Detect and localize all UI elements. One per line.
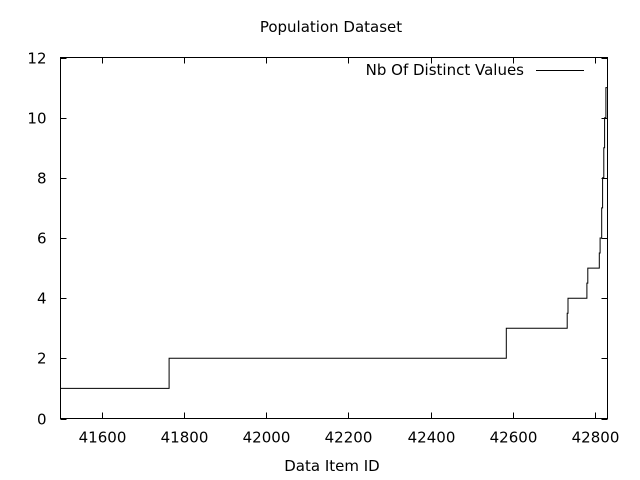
chart-title: Population Dataset [260, 18, 402, 36]
plot-frame [60, 57, 608, 419]
x-tick-label: 41800 [161, 429, 209, 447]
y-tick-label: 10 [27, 110, 46, 128]
x-tick-label: 42800 [572, 429, 620, 447]
y-tick-label: 0 [37, 411, 47, 429]
x-tick-label: 42000 [243, 429, 291, 447]
legend: Nb Of Distinct Values [366, 61, 584, 79]
y-tick-label: 12 [27, 50, 46, 68]
y-tick-label: 6 [37, 230, 47, 248]
legend-label: Nb Of Distinct Values [366, 61, 525, 79]
x-axis-label: Data Item ID [284, 457, 379, 475]
x-tick-label: 42600 [490, 429, 538, 447]
y-tick-label: 8 [37, 170, 47, 188]
y-tick-label: 2 [37, 350, 47, 368]
x-tick-label: 42400 [408, 429, 456, 447]
y-tick-label: 4 [37, 290, 47, 308]
y-axis: 0 2 4 6 8 10 12 [27, 50, 608, 429]
x-tick-label: 41600 [79, 429, 127, 447]
x-tick-label: 42200 [325, 429, 373, 447]
series-line [60, 87, 608, 389]
x-axis: 41600 41800 42000 42200 42400 42600 42800 [79, 57, 620, 447]
